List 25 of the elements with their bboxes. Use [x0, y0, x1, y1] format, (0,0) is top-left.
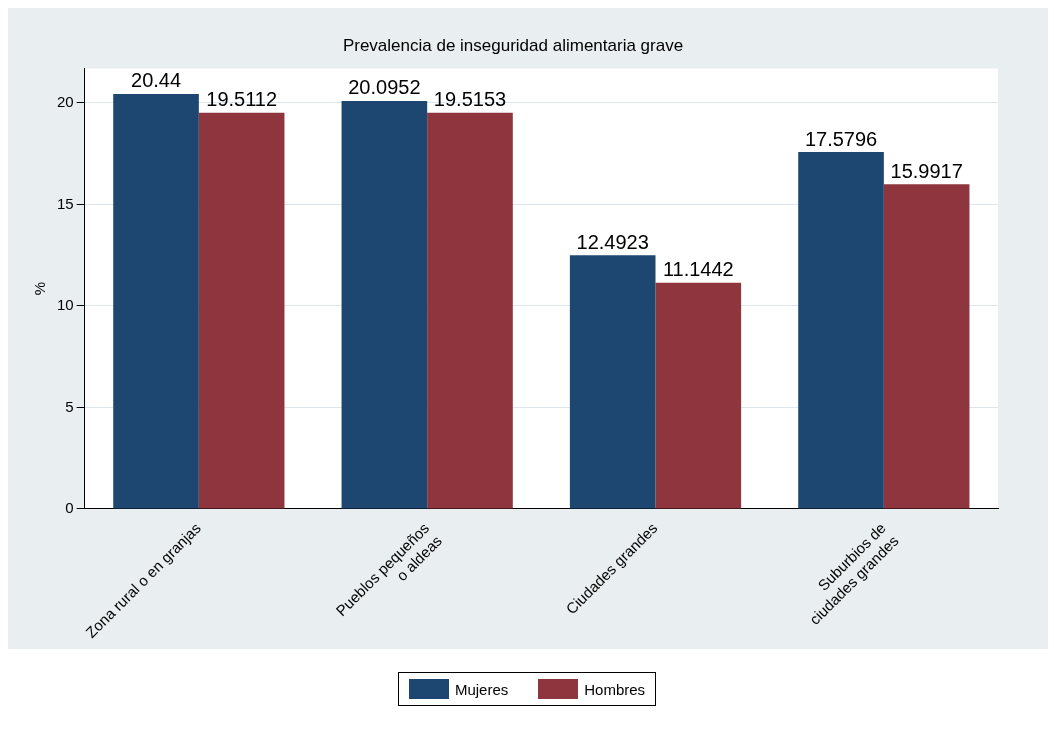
- bar: [427, 112, 513, 509]
- data-label: 19.5153: [433, 88, 507, 111]
- data-label: 17.5796: [804, 127, 878, 150]
- data-label: 11.1442: [662, 258, 734, 281]
- bar: [569, 255, 656, 509]
- bar: [341, 100, 428, 509]
- y-tick-label: 5: [65, 397, 74, 415]
- data-label: 20.44: [131, 69, 182, 92]
- legend-label: Mujeres: [454, 680, 509, 698]
- chart-title: Prevalencia de inseguridad alimentaria grave: [342, 35, 684, 55]
- bar: [655, 282, 742, 509]
- data-label: 15.9917: [890, 159, 963, 182]
- y-tick-label: 15: [57, 194, 74, 212]
- bar: [798, 152, 884, 509]
- bar: [883, 184, 970, 509]
- legend-label: Hombres: [584, 680, 646, 698]
- data-label: 20.0952: [348, 76, 421, 99]
- data-label: 12.4923: [576, 230, 649, 253]
- bar: [113, 93, 199, 509]
- y-tick-label: 10: [57, 296, 74, 314]
- data-label: 19.5112: [206, 88, 278, 111]
- y-tick-label: 0: [65, 499, 74, 517]
- y-tick-label: 20: [57, 93, 74, 111]
- bar: [198, 112, 285, 509]
- y-axis-title: %: [31, 281, 49, 296]
